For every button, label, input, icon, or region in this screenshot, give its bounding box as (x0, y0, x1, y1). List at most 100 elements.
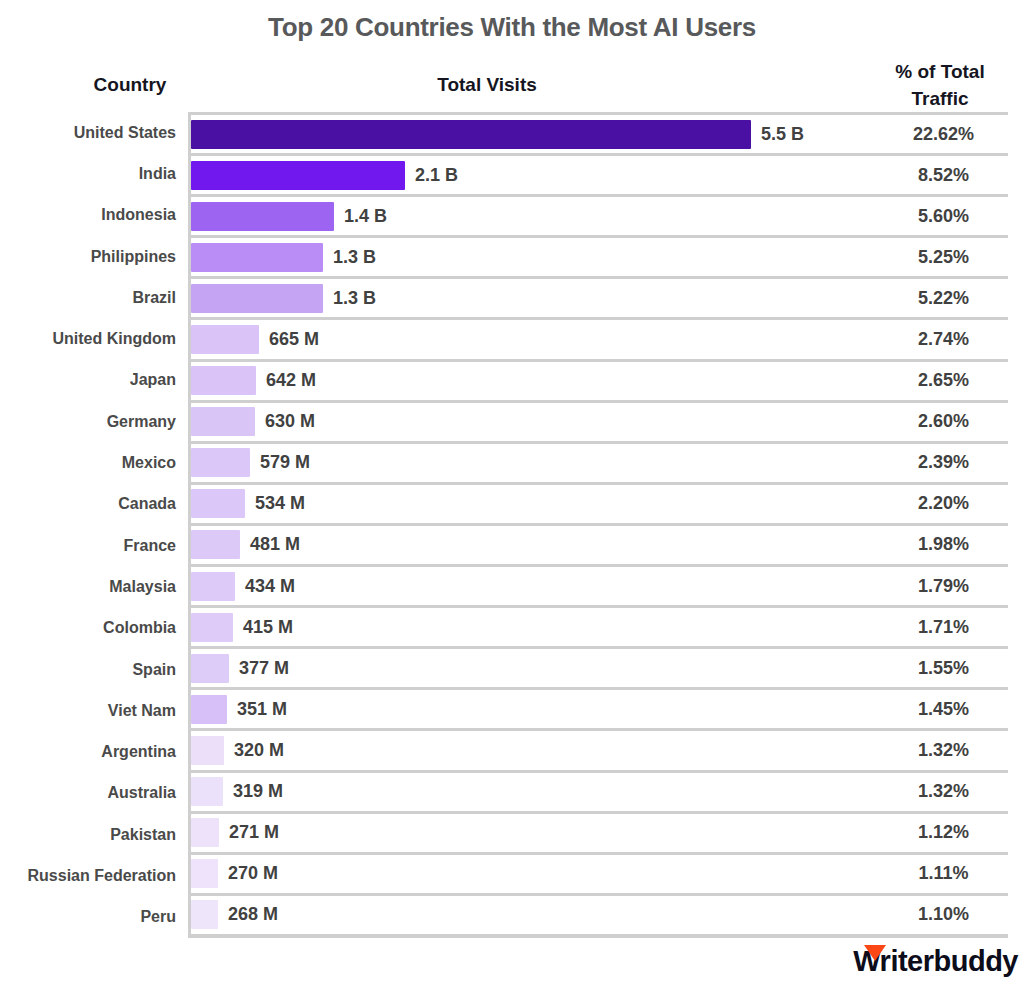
traffic-percent-label: 5.60% (881, 206, 1006, 227)
visits-value-label: 271 M (229, 822, 279, 843)
country-label: Brazil (132, 289, 176, 307)
traffic-percent-label: 8.52% (881, 165, 1006, 186)
country-label-row: Canada (0, 484, 176, 525)
traffic-percent-label: 1.12% (881, 822, 1006, 843)
country-label: United States (74, 124, 176, 142)
country-label-row: Malaysia (0, 566, 176, 607)
visits-value-label: 377 M (239, 658, 289, 679)
visits-bar (191, 202, 334, 231)
traffic-percent-label: 22.62% (881, 124, 1006, 145)
visits-bar (191, 818, 219, 847)
country-label: Pakistan (110, 826, 176, 844)
chart-row: 271 M 1.12% (191, 811, 1008, 852)
country-label-row: Pakistan (0, 814, 176, 855)
visits-bar (191, 736, 224, 765)
visits-value-label: 534 M (255, 493, 305, 514)
visits-bar (191, 489, 245, 518)
country-label-row: Brazil (0, 277, 176, 318)
chart-row: 5.5 B 22.62% (191, 115, 1008, 153)
chart-row: 270 M 1.11% (191, 852, 1008, 893)
country-labels: United States India Indonesia Philippines Br… (0, 112, 176, 938)
chart-row: 1.3 B 5.25% (191, 235, 1008, 276)
writerbuddy-logo: Writerbuddy (853, 945, 1018, 981)
country-label: Japan (130, 371, 176, 389)
country-label: Spain (132, 661, 176, 679)
visits-bar (191, 613, 233, 642)
logo-triangle-icon (864, 945, 886, 961)
chart-row: 642 M 2.65% (191, 359, 1008, 400)
traffic-percent-label: 2.60% (881, 411, 1006, 432)
country-label-row: Germany (0, 401, 176, 442)
visits-value-label: 351 M (237, 699, 287, 720)
chart-row: 481 M 1.98% (191, 523, 1008, 564)
country-label-row: Viet Nam (0, 690, 176, 731)
visits-bar (191, 859, 218, 888)
traffic-percent-label: 1.10% (881, 904, 1006, 925)
visits-value-label: 5.5 B (761, 124, 804, 145)
country-label: Australia (108, 784, 176, 802)
visits-bar (191, 161, 405, 190)
traffic-percent-label: 5.25% (881, 247, 1006, 268)
traffic-percent-label: 1.98% (881, 534, 1006, 555)
country-label-row: Peru (0, 897, 176, 938)
chart-row: 319 M 1.32% (191, 770, 1008, 811)
traffic-percent-label: 2.20% (881, 493, 1006, 514)
bar-chart: 5.5 B22.62%2.1 B8.52%1.4 B5.60%1.3 B5.25… (188, 112, 1008, 938)
chart-row: 2.1 B8.52% (191, 153, 1008, 194)
country-label: Philippines (91, 248, 176, 266)
visits-bar (191, 325, 259, 354)
visits-bar (191, 654, 229, 683)
page-title: Top 20 Countries With the Most AI Users (0, 12, 1024, 43)
visits-value-label: 1.3 B (333, 247, 376, 268)
country-label-row: Colombia (0, 608, 176, 649)
traffic-percent-label: 5.22% (881, 288, 1006, 309)
country-label: Argentina (101, 743, 176, 761)
country-label: Germany (107, 413, 176, 431)
country-label: Russian Federation (28, 867, 176, 885)
visits-bar (191, 530, 240, 559)
traffic-percent-label: 1.55% (881, 658, 1006, 679)
visits-bar (191, 284, 323, 313)
visits-value-label: 481 M (250, 534, 300, 555)
visits-bar (191, 900, 218, 929)
visits-value-label: 642 M (266, 370, 316, 391)
visits-bar (191, 777, 223, 806)
traffic-percent-label: 2.74% (881, 329, 1006, 350)
chart-row: 415 M 1.71% (191, 605, 1008, 646)
visits-value-label: 434 M (245, 576, 295, 597)
visits-value-label: 579 M (260, 452, 310, 473)
country-label: Malaysia (109, 578, 176, 596)
visits-value-label: 270 M (228, 863, 278, 884)
visits-value-label: 630 M (265, 411, 315, 432)
country-label-row: Philippines (0, 236, 176, 277)
country-label: Peru (140, 908, 176, 926)
chart-row: 320 M1.32% (191, 728, 1008, 769)
country-label: Canada (118, 495, 176, 513)
traffic-percent-label: 1.32% (881, 781, 1006, 802)
traffic-percent-label: 2.65% (881, 370, 1006, 391)
country-label-row: Australia (0, 773, 176, 814)
traffic-percent-label: 1.79% (881, 576, 1006, 597)
visits-bar (191, 448, 250, 477)
visits-value-label: 415 M (243, 617, 293, 638)
country-label-row: Argentina (0, 731, 176, 772)
country-label: India (139, 165, 176, 183)
country-label-row: Mexico (0, 442, 176, 483)
traffic-percent-label: 1.71% (881, 617, 1006, 638)
country-label-row: Indonesia (0, 195, 176, 236)
chart-row: 1.3 B5.22% (191, 276, 1008, 317)
traffic-percent-label: 2.39% (881, 452, 1006, 473)
traffic-percent-label: 1.11% (881, 863, 1006, 884)
country-label-row: United States (0, 112, 176, 153)
country-label: Viet Nam (108, 702, 176, 720)
country-label-row: United Kingdom (0, 318, 176, 359)
country-label-row: Spain (0, 649, 176, 690)
visits-bar (191, 407, 255, 436)
visits-bar (191, 120, 751, 149)
column-header-pct-line1: % of Total (860, 58, 1020, 85)
visits-bar (191, 572, 235, 601)
chart-row: 268 M1.10% (191, 893, 1008, 934)
visits-value-label: 319 M (233, 781, 283, 802)
country-label: United Kingdom (52, 330, 176, 348)
column-header-pct-line2: Traffic (860, 85, 1020, 112)
